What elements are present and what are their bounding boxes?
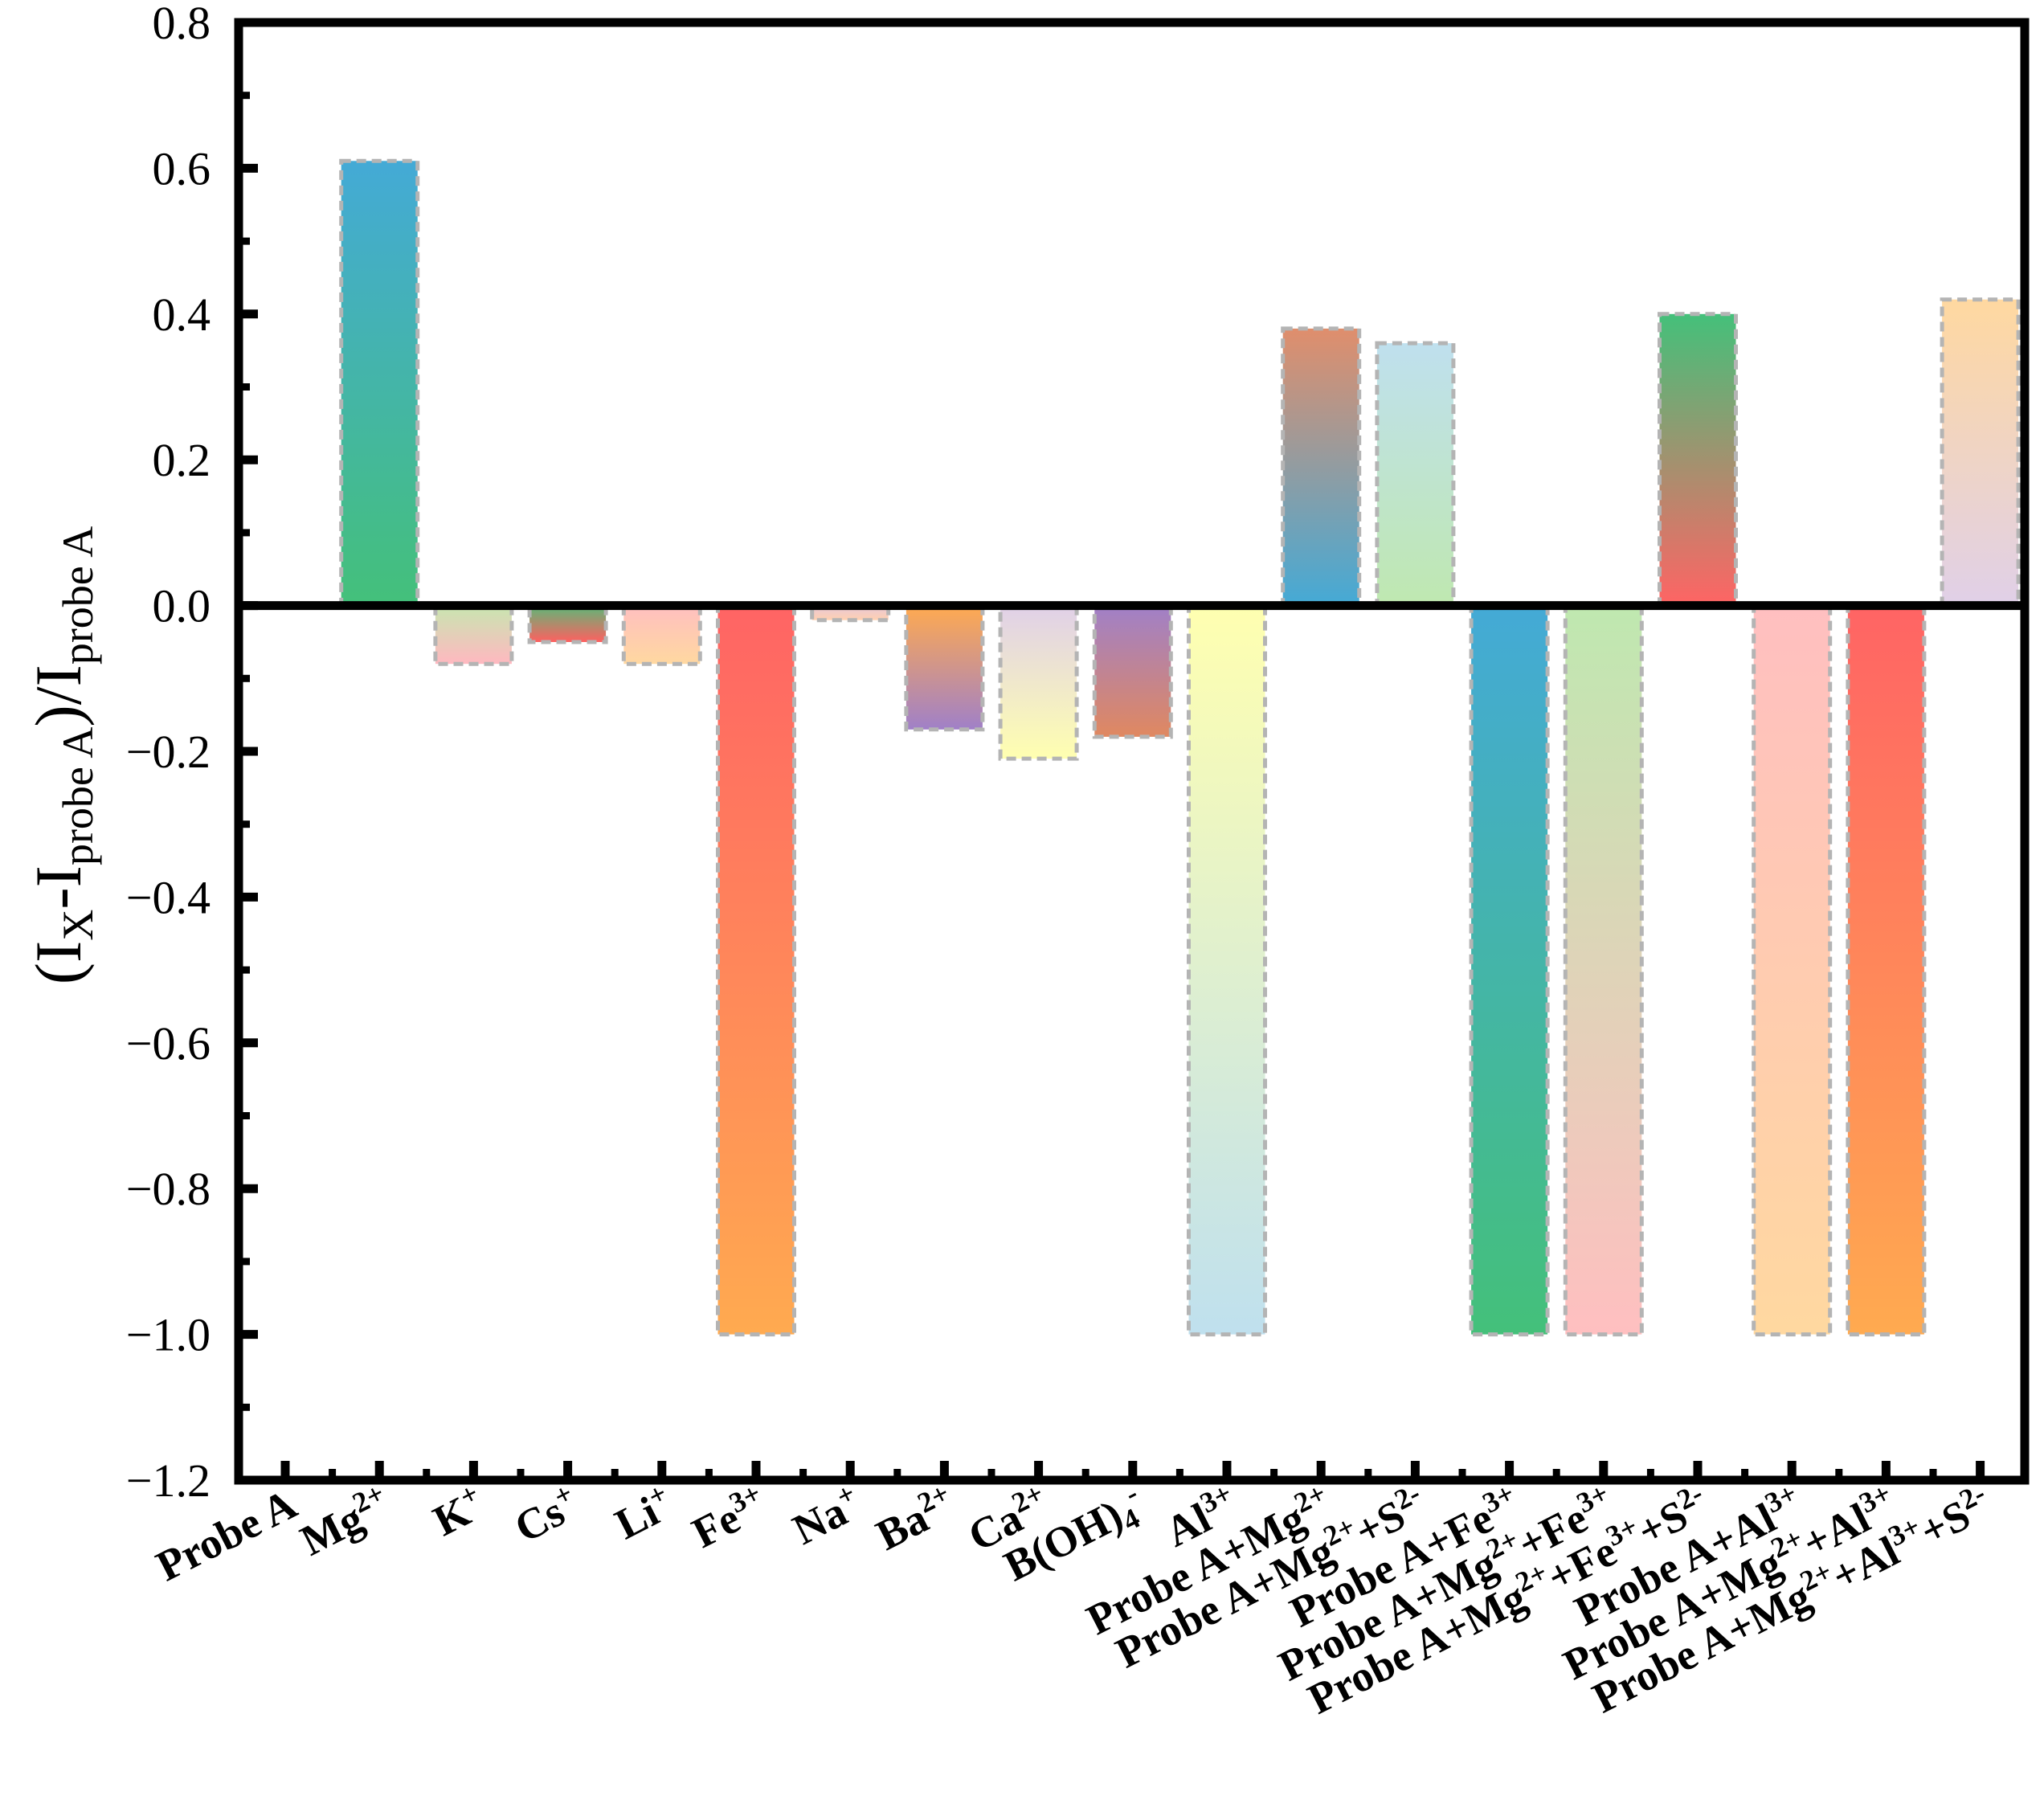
x-tick-label: Mg2+ bbox=[292, 1477, 399, 1565]
x-tick-label: Na+ bbox=[784, 1477, 869, 1554]
bar-18 bbox=[1940, 297, 2021, 608]
bar-2 bbox=[433, 603, 514, 666]
y-tick-label: 0.0 bbox=[153, 580, 211, 632]
bar-13 bbox=[1469, 603, 1550, 1337]
bar-4 bbox=[621, 603, 702, 666]
x-tick-label: Fe3+ bbox=[683, 1477, 775, 1557]
y-axis-label-group: (IX-Iprobe A)/Iprobe A bbox=[22, 526, 102, 985]
x-tick-label: K+ bbox=[424, 1477, 493, 1545]
x-tick-label: Cs+ bbox=[505, 1477, 587, 1552]
y-tick-label: 0.8 bbox=[153, 0, 211, 49]
bar-12 bbox=[1375, 341, 1456, 608]
bar-1 bbox=[339, 158, 420, 608]
x-tick-label: Ba2+ bbox=[867, 1477, 963, 1560]
bar-14 bbox=[1563, 603, 1644, 1337]
y-tick-label: −1.0 bbox=[126, 1309, 211, 1361]
y-ticks-group: 0.8 0.6 0.4 0.2 0.0 −0.2 −0.4 −0.6 −0.8 −1.0 −1.2 bbox=[126, 0, 258, 1507]
bar-10 bbox=[1187, 603, 1267, 1337]
y-tick-label: −0.6 bbox=[126, 1017, 211, 1070]
bar-5 bbox=[716, 603, 796, 1337]
bar-15 bbox=[1658, 312, 1738, 608]
y-tick-label: 0.6 bbox=[153, 142, 211, 194]
y-tick-label: −0.2 bbox=[126, 726, 211, 778]
bars-group bbox=[339, 158, 2021, 1337]
bar-7 bbox=[904, 603, 985, 732]
bar-3 bbox=[527, 603, 608, 644]
bar-11 bbox=[1281, 326, 1362, 608]
y-tick-label: 0.2 bbox=[153, 434, 211, 486]
y-axis-label: (IX-Iprobe A)/Iprobe A bbox=[22, 526, 102, 985]
y-tick-label: −0.8 bbox=[126, 1163, 211, 1215]
x-tick-label: Li+ bbox=[607, 1477, 681, 1548]
bar-17 bbox=[1846, 603, 1927, 1337]
y-tick-label: −0.4 bbox=[126, 871, 211, 923]
bar-9 bbox=[1092, 603, 1173, 739]
bar-16 bbox=[1752, 603, 1833, 1337]
y-tick-label: −1.2 bbox=[126, 1454, 211, 1507]
y-tick-label: 0.4 bbox=[153, 288, 211, 341]
bar-8 bbox=[998, 603, 1079, 761]
